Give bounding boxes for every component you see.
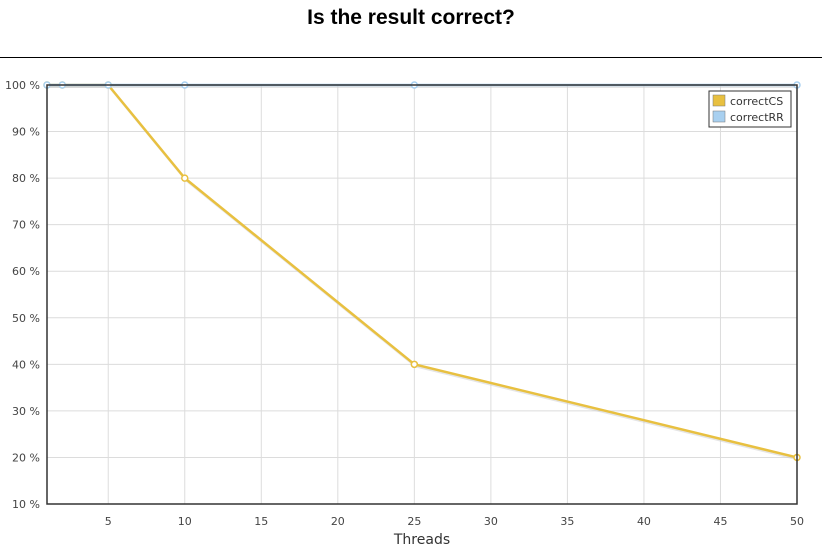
y-tick-label: 20 % (12, 451, 40, 464)
x-tick-label: 25 (407, 515, 421, 528)
series-shadow (48, 86, 799, 461)
legend-label: correctCS (730, 95, 783, 108)
y-tick-label: 30 % (12, 405, 40, 418)
y-tick-label: 70 % (12, 219, 40, 232)
data-point (410, 360, 419, 369)
y-tick-label: 60 % (12, 265, 40, 278)
legend-swatch (712, 94, 726, 107)
title-divider (0, 57, 822, 58)
y-tick-label: 40 % (12, 358, 40, 371)
chart-title: Is the result correct? (307, 6, 515, 29)
x-axis-ticks: 5 10 15 20 25 30 35 40 45 50 (105, 515, 804, 528)
y-tick-label: 90 % (12, 126, 40, 139)
x-tick-label: 20 (331, 515, 345, 528)
x-tick-label: 45 (713, 515, 727, 528)
y-tick-label: 80 % (12, 172, 40, 185)
x-tick-label: 50 (790, 515, 804, 528)
plot-frame (46, 84, 798, 505)
x-tick-label: 5 (105, 515, 112, 528)
x-tick-label: 30 (484, 515, 498, 528)
data-point (181, 174, 189, 182)
legend: correctCS correctRR (708, 90, 792, 128)
x-tick-label: 10 (178, 515, 192, 528)
y-axis-ticks: 10 % 20 % 30 % 40 % 50 % 60 % 70 % 80 % 90 % 100 … (5, 79, 40, 511)
x-tick-label: 35 (560, 515, 574, 528)
x-tick-label: 15 (254, 515, 268, 528)
legend-label: correctRR (730, 111, 784, 124)
y-tick-label: 50 % (12, 312, 40, 325)
x-tick-label: 40 (637, 515, 651, 528)
legend-swatch (712, 110, 726, 123)
y-tick-label: 10 % (12, 498, 40, 511)
x-axis-label: Threads (393, 532, 450, 548)
y-tick-label: 100 % (5, 79, 40, 92)
